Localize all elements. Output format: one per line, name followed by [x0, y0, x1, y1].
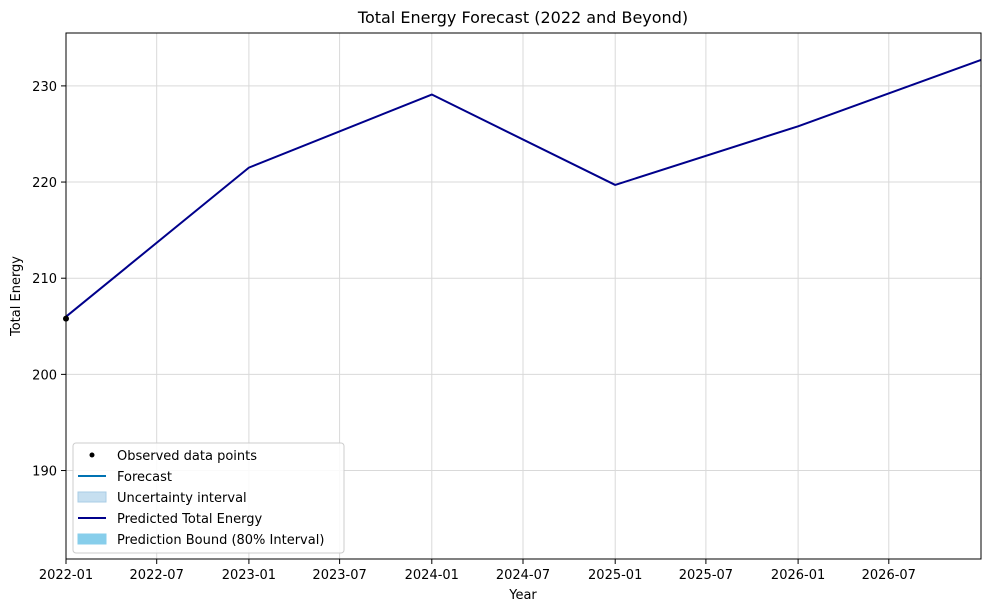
y-tick-label: 210	[32, 272, 57, 287]
legend-marker-patch	[77, 491, 107, 503]
y-tick-label: 190	[32, 465, 57, 480]
x-tick-label: 2022-07	[130, 568, 184, 583]
x-tick-label: 2024-07	[496, 568, 550, 583]
predicted-total-energy-line	[65, 58, 982, 318]
legend-label: Forecast	[117, 470, 172, 485]
series-layer	[63, 58, 982, 322]
x-tick-label: 2025-07	[679, 568, 733, 583]
x-tick-label: 2023-01	[222, 568, 276, 583]
x-tick-label: 2022-01	[39, 568, 93, 583]
x-axis-label: Year	[508, 588, 537, 603]
x-tick-label: 2023-07	[312, 568, 366, 583]
chart-title: Total Energy Forecast (2022 and Beyond)	[357, 8, 688, 27]
x-tick-label: 2026-07	[862, 568, 916, 583]
tick-layer: 2022-01 2022-07 2023-01 2023-07 2024-01 2024-…	[32, 80, 916, 583]
y-tick-label: 220	[32, 176, 57, 191]
y-axis-label: Total Energy	[9, 256, 24, 337]
legend-marker-patch	[77, 533, 107, 545]
legend-label: Predicted Total Energy	[117, 512, 262, 527]
legend-items: Observed data points Forecast Uncertainty …	[77, 449, 324, 548]
legend-label: Prediction Bound (80% Interval)	[117, 533, 324, 548]
legend-label: Observed data points	[117, 449, 257, 464]
y-tick-label: 200	[32, 368, 57, 383]
x-tick-label: 2025-01	[588, 568, 642, 583]
x-tick-label: 2024-01	[405, 568, 459, 583]
legend-label: Uncertainty interval	[117, 491, 247, 506]
legend: Observed data points Forecast Uncertainty …	[72, 442, 345, 554]
x-tick-label: 2026-01	[771, 568, 825, 583]
plot-frame	[65, 32, 982, 560]
y-tick-label: 230	[32, 80, 57, 95]
legend-box	[72, 442, 345, 554]
legend-marker-dot	[89, 452, 95, 458]
